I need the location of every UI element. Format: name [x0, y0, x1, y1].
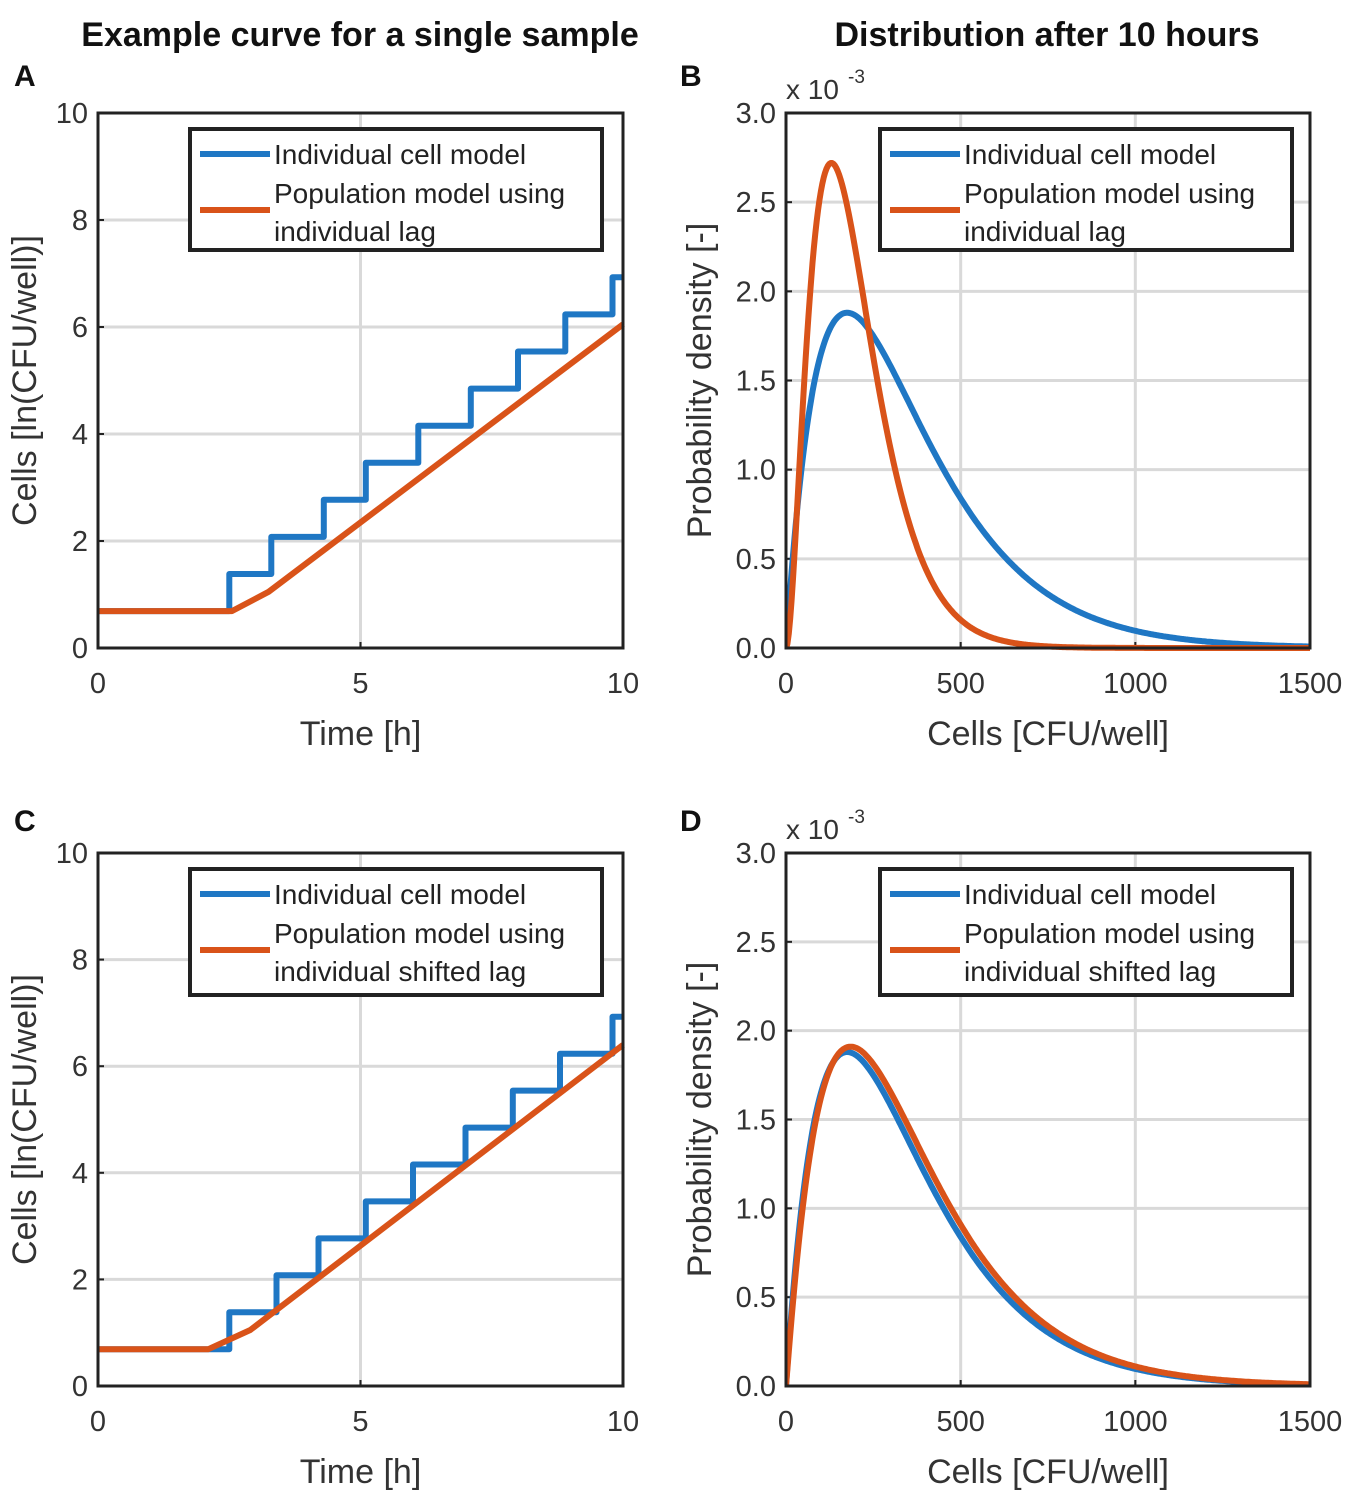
y-tick-label: 3.0 — [736, 98, 776, 130]
y-tick-label: 2.0 — [736, 1016, 776, 1048]
panel-b: B 0 500 1000 1500 0.0 0.5 1.0 1.5 2.0 2.5 3.0 Cells … — [680, 60, 1342, 753]
plot-frame — [784, 111, 1312, 650]
plot-frame — [784, 851, 1312, 1388]
y-tick-label: 1.0 — [736, 455, 776, 487]
y-tick-label: 2.0 — [736, 276, 776, 308]
y-axis-label: Probability density [-] — [681, 962, 719, 1278]
legend-label-individual: Individual cell model — [964, 139, 1216, 170]
legend-label-population-line2: individual shifted lag — [274, 956, 526, 987]
panel-letter: C — [14, 805, 36, 838]
legend-label-individual: Individual cell model — [274, 139, 526, 170]
panel-d: D 0 500 1000 1500 0.0 0.5 1.0 1.5 2.0 2.5 3.0 Cells … — [680, 805, 1342, 1491]
x-tick-label: 1000 — [1103, 668, 1168, 700]
exponent-power: -3 — [848, 807, 865, 828]
plot-frame — [96, 111, 625, 650]
y-tick-label: 10 — [56, 98, 88, 130]
y-tick-label: 4 — [72, 1158, 88, 1190]
y-tick-label: 10 — [56, 838, 88, 870]
y-tick-label: 0.5 — [736, 1282, 776, 1314]
legend-box — [188, 867, 604, 997]
x-axis-label: Cells [CFU/well] — [927, 715, 1169, 753]
y-tick-label: 1.0 — [736, 1193, 776, 1225]
x-tick-label: 1500 — [1278, 668, 1343, 700]
legend: Individual cell model Population model us… — [878, 867, 1294, 997]
x-axis-label: Time [h] — [300, 1453, 422, 1491]
x-tick-label: 0 — [90, 1406, 106, 1438]
y-tick-label: 6 — [72, 312, 88, 344]
x-tick-label: 10 — [607, 668, 639, 700]
y-tick-label: 0 — [72, 1371, 88, 1403]
x-tick-label: 5 — [352, 668, 368, 700]
panel-c: C 0 5 10 0 2 4 6 8 10 Time [h] Cells [ln(CFU/well)]… — [6, 805, 639, 1491]
legend-label-population-line1: Population model using — [964, 178, 1255, 209]
x-axis-label: Cells [CFU/well] — [927, 1453, 1169, 1491]
left-column-title: Example curve for a single sample — [81, 16, 638, 54]
y-tick-label: 4 — [72, 419, 88, 451]
plot-frame — [96, 851, 625, 1388]
y-tick-label: 2.5 — [736, 187, 776, 219]
x-axis-label: Time [h] — [300, 715, 422, 753]
y-tick-label: 3.0 — [736, 838, 776, 870]
y-axis-label: Cells [ln(CFU/well)] — [6, 974, 44, 1265]
y-tick-label: 2.5 — [736, 927, 776, 959]
x-tick-label: 0 — [778, 668, 794, 700]
legend-box — [878, 127, 1294, 252]
legend-label-population-line2: individual shifted lag — [964, 956, 1216, 987]
series-line-population — [786, 1043, 1312, 1388]
series-line-individual-cell — [98, 1013, 623, 1353]
x-tick-label: 5 — [352, 1406, 368, 1438]
y-tick-label: 8 — [72, 945, 88, 977]
series-line-population — [98, 1042, 625, 1353]
legend-box — [188, 127, 604, 252]
y-tick-label: 0 — [72, 633, 88, 665]
y-tick-label: 1.5 — [736, 1105, 776, 1137]
legend: Individual cell model Population model us… — [188, 867, 604, 997]
y-tick-label: 8 — [72, 205, 88, 237]
legend-label-individual: Individual cell model — [964, 879, 1216, 910]
x-tick-label: 1500 — [1278, 1406, 1343, 1438]
right-column-title: Distribution after 10 hours — [834, 16, 1259, 54]
legend-label-population-line1: Population model using — [274, 178, 565, 209]
x-tick-label: 0 — [90, 668, 106, 700]
series-line-individual-cell — [786, 309, 1312, 650]
x-tick-label: 500 — [936, 1406, 984, 1438]
y-tick-label: 1.5 — [736, 366, 776, 398]
y-axis-label: Cells [ln(CFU/well)] — [6, 235, 44, 526]
legend-label-population-line2: individual lag — [274, 216, 436, 247]
panel-letter: A — [14, 60, 36, 93]
y-exponent: x 10 -3 — [786, 807, 865, 845]
legend-box — [878, 867, 1294, 997]
y-tick-label: 2 — [72, 526, 88, 558]
legend-label-individual: Individual cell model — [274, 879, 526, 910]
series-line-individual-cell — [98, 274, 623, 615]
panel-letter: D — [680, 805, 702, 838]
y-tick-label: 0.5 — [736, 544, 776, 576]
panel-letter: B — [680, 60, 702, 93]
x-tick-label: 0 — [778, 1406, 794, 1438]
y-tick-label: 0.0 — [736, 633, 776, 665]
y-exponent: x 10 -3 — [786, 67, 865, 105]
series-line-individual-cell — [786, 1049, 1312, 1388]
exponent-base: x 10 — [786, 814, 839, 845]
x-tick-label: 500 — [936, 668, 984, 700]
legend-label-population-line2: individual lag — [964, 216, 1126, 247]
y-axis-label: Probability density [-] — [681, 223, 719, 539]
legend: Individual cell model Population model us… — [878, 127, 1294, 252]
y-tick-label: 6 — [72, 1051, 88, 1083]
series-line-population — [98, 321, 625, 615]
exponent-power: -3 — [848, 67, 865, 88]
panel-a: A 0 5 10 0 2 4 6 8 10 Time [h] Cells [ln(CFU/well)]… — [6, 60, 639, 753]
x-tick-label: 1000 — [1103, 1406, 1168, 1438]
y-tick-label: 0.0 — [736, 1371, 776, 1403]
legend: Individual cell model Population model us… — [188, 127, 604, 252]
y-tick-label: 2 — [72, 1264, 88, 1296]
x-tick-label: 10 — [607, 1406, 639, 1438]
exponent-base: x 10 — [786, 74, 839, 105]
legend-label-population-line1: Population model using — [274, 918, 565, 949]
legend-label-population-line1: Population model using — [964, 918, 1255, 949]
